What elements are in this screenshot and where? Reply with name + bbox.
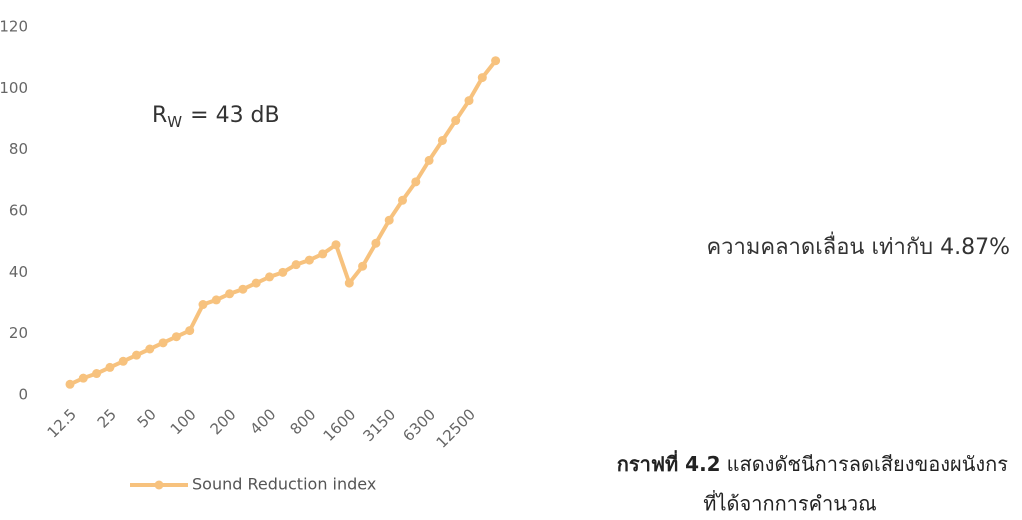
x-tick-label: 1600 [320, 405, 360, 445]
point [278, 267, 288, 277]
point [171, 332, 181, 342]
y-tick-label: 60 [9, 202, 28, 220]
point [398, 195, 407, 205]
rw-symbol: R [152, 103, 167, 128]
x-tick-label: 50 [134, 405, 160, 431]
y-tick-label: 20 [9, 324, 28, 342]
point [331, 240, 341, 250]
point [318, 249, 328, 259]
x-tick-label: 200 [207, 405, 240, 438]
y-tick-label: 40 [9, 263, 28, 281]
x-tick-label: 3150 [359, 405, 399, 445]
caption-text: แสดงดัชนีการลดเสียงของผนังกร [727, 452, 1009, 476]
point [78, 373, 88, 383]
point [424, 155, 434, 165]
rw-subscript: W [167, 113, 182, 131]
point [92, 369, 102, 379]
legend-marker [154, 480, 164, 490]
x-tick-label: 400 [247, 405, 280, 438]
point [185, 326, 195, 336]
rw-text: = 43 dB [190, 103, 279, 128]
point [132, 350, 141, 360]
y-tick-label: 100 [0, 79, 28, 97]
point [145, 344, 155, 354]
x-tick-label: 100 [167, 405, 200, 438]
error-annotation: ความคลาดเลื่อน เท่ากับ 4.87% [706, 231, 1010, 260]
point [65, 379, 75, 389]
point [158, 338, 168, 348]
point [344, 278, 354, 288]
point [291, 260, 301, 270]
point [477, 73, 487, 83]
legend-label: Sound Reduction index [192, 475, 376, 494]
point [411, 177, 421, 187]
series-line [69, 59, 498, 387]
point [211, 295, 221, 305]
y-tick-label: 120 [0, 18, 28, 36]
point [105, 362, 115, 372]
point [371, 238, 381, 248]
x-tick-label: 800 [286, 405, 319, 438]
point [384, 215, 394, 225]
point [464, 96, 474, 106]
x-tick-label: 12500 [433, 405, 479, 451]
y-tick-label: 0 [18, 386, 28, 404]
x-tick-label: 12.5 [44, 405, 80, 441]
point [437, 135, 447, 145]
point [118, 356, 128, 366]
point [358, 261, 368, 271]
point [251, 278, 261, 288]
rw-annotation: RW = 43 dB [152, 103, 280, 131]
caption-line2: ที่ได้จากการคำนวณ [703, 490, 876, 516]
point [265, 272, 274, 282]
y-tick-label: 80 [9, 140, 28, 158]
point [225, 289, 235, 299]
point [198, 300, 208, 310]
point [238, 284, 248, 294]
point [304, 255, 314, 265]
point [491, 56, 501, 66]
point [451, 116, 461, 126]
caption-line1: กราฟที่ 4.2 แสดงดัชนีการลดเสียงของผนังกร [617, 449, 1008, 476]
x-tick-label: 25 [94, 405, 120, 431]
caption-label: กราฟที่ 4.2 [617, 449, 721, 476]
